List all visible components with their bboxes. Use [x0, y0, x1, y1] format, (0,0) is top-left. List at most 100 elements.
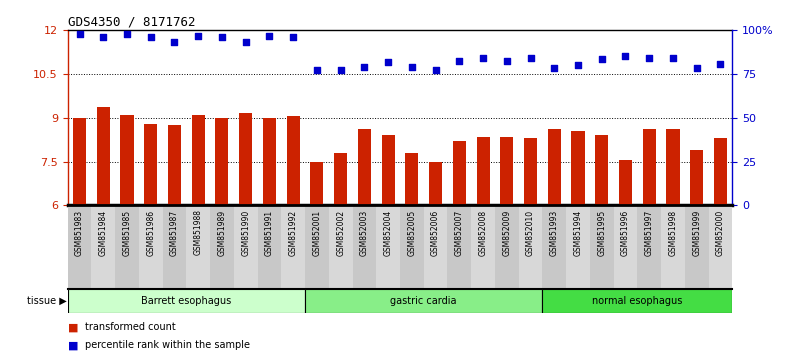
Text: GSM851997: GSM851997 — [645, 210, 654, 256]
Bar — [162, 205, 186, 289]
Point — [714, 61, 727, 67]
Point — [382, 59, 395, 65]
Point — [334, 67, 347, 72]
Point — [121, 32, 134, 37]
Bar — [708, 205, 732, 289]
Bar — [216, 118, 228, 205]
Bar — [595, 135, 608, 205]
Point — [310, 67, 323, 72]
Bar — [381, 135, 395, 205]
Bar — [234, 205, 258, 289]
Bar — [305, 205, 329, 289]
Bar — [239, 113, 252, 205]
Text: GSM852003: GSM852003 — [360, 210, 369, 256]
Bar — [377, 205, 400, 289]
Bar — [619, 160, 632, 205]
Text: GSM852000: GSM852000 — [716, 210, 725, 256]
Bar — [685, 205, 708, 289]
Point — [240, 39, 252, 45]
Text: GDS4350 / 8171762: GDS4350 / 8171762 — [68, 16, 195, 29]
Text: percentile rank within the sample: percentile rank within the sample — [85, 340, 250, 350]
Bar — [477, 137, 490, 205]
Text: GSM851988: GSM851988 — [193, 210, 203, 256]
Bar — [97, 108, 110, 205]
Bar — [281, 205, 305, 289]
Text: GSM852005: GSM852005 — [408, 210, 416, 256]
Bar — [566, 205, 590, 289]
Point — [595, 56, 608, 62]
Text: transformed count: transformed count — [85, 322, 176, 332]
Bar — [258, 205, 281, 289]
Point — [168, 39, 181, 45]
Bar — [405, 153, 419, 205]
Text: GSM851994: GSM851994 — [574, 210, 583, 256]
Text: GSM852008: GSM852008 — [478, 210, 488, 256]
Text: GSM851989: GSM851989 — [217, 210, 226, 256]
Bar — [661, 205, 685, 289]
Bar — [453, 141, 466, 205]
Bar — [666, 130, 680, 205]
Text: GSM851984: GSM851984 — [99, 210, 107, 256]
Bar — [329, 205, 353, 289]
Point — [548, 65, 560, 71]
Bar — [68, 289, 305, 313]
Text: GSM851983: GSM851983 — [75, 210, 84, 256]
Bar — [287, 116, 300, 205]
Text: GSM852009: GSM852009 — [502, 210, 511, 256]
Text: GSM852002: GSM852002 — [336, 210, 345, 256]
Bar — [542, 205, 566, 289]
Bar — [139, 205, 162, 289]
Bar — [400, 205, 423, 289]
Point — [690, 65, 703, 71]
Text: GSM851985: GSM851985 — [123, 210, 131, 256]
Point — [666, 55, 679, 61]
Bar — [642, 130, 656, 205]
Bar — [542, 289, 732, 313]
Text: GSM851990: GSM851990 — [241, 210, 250, 256]
Bar — [519, 205, 542, 289]
Text: GSM852004: GSM852004 — [384, 210, 392, 256]
Text: GSM852007: GSM852007 — [455, 210, 464, 256]
Text: GSM851996: GSM851996 — [621, 210, 630, 256]
Point — [405, 64, 418, 69]
Bar — [305, 289, 542, 313]
Text: gastric cardia: gastric cardia — [391, 296, 457, 306]
Point — [453, 58, 466, 64]
Text: GSM851993: GSM851993 — [550, 210, 559, 256]
Bar — [68, 205, 92, 289]
Bar — [495, 205, 519, 289]
Bar — [168, 125, 181, 205]
Bar — [144, 124, 158, 205]
Text: GSM851986: GSM851986 — [146, 210, 155, 256]
Bar — [429, 161, 442, 205]
Text: GSM851999: GSM851999 — [693, 210, 701, 256]
Text: GSM852001: GSM852001 — [312, 210, 322, 256]
Bar — [638, 205, 661, 289]
Text: normal esophagus: normal esophagus — [592, 296, 682, 306]
Point — [287, 35, 299, 40]
Point — [144, 35, 157, 40]
Bar — [353, 205, 377, 289]
Point — [619, 53, 632, 59]
Bar — [358, 130, 371, 205]
Bar — [500, 137, 513, 205]
Bar — [690, 150, 703, 205]
Text: Barrett esophagus: Barrett esophagus — [141, 296, 232, 306]
Bar — [120, 115, 134, 205]
Point — [73, 32, 86, 37]
Text: GSM851998: GSM851998 — [669, 210, 677, 256]
Text: GSM851987: GSM851987 — [170, 210, 179, 256]
Point — [97, 35, 110, 40]
Bar — [524, 138, 537, 205]
Bar — [590, 205, 614, 289]
Bar — [263, 118, 276, 205]
Bar — [423, 205, 447, 289]
Bar — [614, 205, 638, 289]
Point — [192, 33, 205, 39]
Point — [216, 35, 228, 40]
Text: ■: ■ — [68, 340, 78, 350]
Bar — [447, 205, 471, 289]
Bar — [192, 115, 205, 205]
Bar — [210, 205, 234, 289]
Text: tissue ▶: tissue ▶ — [27, 296, 67, 306]
